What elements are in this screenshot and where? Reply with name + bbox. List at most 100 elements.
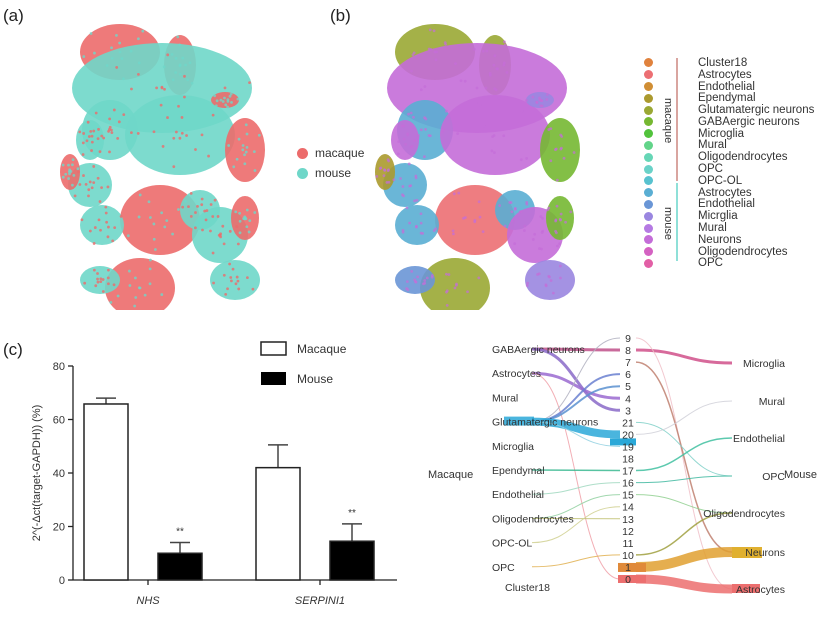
tsne-point xyxy=(555,244,559,248)
tsne-point xyxy=(236,279,240,283)
sankey-link xyxy=(635,361,733,553)
tsne-point xyxy=(447,273,451,276)
tsne-point xyxy=(488,73,492,77)
tsne-point xyxy=(414,225,418,229)
tsne-point xyxy=(419,88,423,92)
tsne-point xyxy=(562,156,566,160)
bar-macaque-serpini1 xyxy=(255,466,301,581)
tsne-point xyxy=(222,242,226,246)
sankey-left-node: Microglia xyxy=(492,441,534,453)
tsne-point xyxy=(253,169,257,172)
tsne-point xyxy=(245,208,249,212)
legend-item-macaque-mural: Mural xyxy=(644,139,814,152)
legend-dot xyxy=(644,164,653,174)
legend-label: GABAergic neurons xyxy=(698,115,800,128)
legend-dot xyxy=(644,247,653,257)
tsne-point xyxy=(555,204,559,208)
tsne-point xyxy=(241,144,245,147)
tsne-point xyxy=(526,281,529,285)
tsne-point xyxy=(176,35,180,39)
tsne-point xyxy=(128,284,132,287)
tsne-point xyxy=(177,104,180,108)
tsne-point xyxy=(419,221,423,225)
sankey-middle-node: 16 xyxy=(622,478,634,490)
tsne-point xyxy=(405,280,409,284)
sankey-link xyxy=(531,506,621,544)
legend-item-macaque-microglia: Microglia xyxy=(644,128,814,140)
tsne-point xyxy=(98,150,102,154)
tsne-point xyxy=(212,281,215,285)
legend-label: Cluster18 xyxy=(698,56,748,69)
legend-dot xyxy=(644,235,653,245)
tsne-point xyxy=(96,137,100,141)
tsne-point xyxy=(130,87,133,91)
tsne-point xyxy=(93,226,97,229)
tsne-point xyxy=(172,136,176,140)
y-axis-label: 2^(-Δct(target-GAPDH)) (%) xyxy=(31,405,43,542)
legend-item-macaque-gabaergic-neurons: GABAergic neurons xyxy=(644,116,814,128)
tsne-point xyxy=(525,200,529,204)
tsne-point xyxy=(177,208,180,211)
tsne-point xyxy=(551,291,555,295)
tsne-point xyxy=(410,269,414,273)
tsne-point xyxy=(406,288,410,292)
tsne-point xyxy=(544,284,548,288)
tsne-cluster xyxy=(210,260,260,300)
tsne-point xyxy=(419,212,423,216)
tsne-point xyxy=(224,103,228,107)
tsne-point xyxy=(407,112,410,116)
tsne-point xyxy=(107,282,110,286)
sankey-node-bar-0 xyxy=(618,575,646,583)
tsne-point xyxy=(109,300,113,304)
tsne-point xyxy=(194,148,197,151)
sankey-node-bar-glutamatergic xyxy=(504,416,534,426)
tsne-point xyxy=(243,153,246,157)
tsne-point xyxy=(445,290,448,294)
tsne-point xyxy=(226,287,229,291)
tsne-point xyxy=(89,32,93,35)
y-tick-label: 20 xyxy=(53,522,65,534)
tsne-point xyxy=(185,134,188,137)
tsne-point xyxy=(497,96,501,100)
tsne-point xyxy=(525,156,529,160)
sankey-node-bar-neurons xyxy=(732,547,762,558)
legend-item-macaque-ependymal: Ependymal xyxy=(644,92,814,104)
sankey-left-node: Mural xyxy=(492,392,518,404)
tsne-point xyxy=(87,188,91,192)
sankey-right-node: Neurons xyxy=(745,547,785,559)
tsne-cluster xyxy=(420,258,490,310)
tsne-point xyxy=(178,43,182,47)
tsne-point xyxy=(104,211,108,215)
sankey-middle-node: 17 xyxy=(622,466,634,478)
tsne-point xyxy=(531,238,535,241)
tsne-point xyxy=(241,148,245,152)
tsne-point xyxy=(171,232,174,236)
tsne-point xyxy=(428,28,432,32)
tsne-point xyxy=(76,170,80,174)
tsne-point xyxy=(410,69,413,73)
tsne-point xyxy=(441,128,445,132)
tsne-point xyxy=(540,99,544,103)
tsne-point xyxy=(547,128,551,131)
bar-macaque-nhs xyxy=(83,403,129,581)
sankey-right-node: Microglia xyxy=(743,358,785,370)
legend-dot xyxy=(644,176,653,186)
tsne-point xyxy=(106,235,110,239)
tsne-point xyxy=(152,222,156,226)
sankey-right-node: Astrocytes xyxy=(736,584,785,596)
tsne-point xyxy=(211,113,215,117)
tsne-point xyxy=(451,229,455,233)
tsne-point xyxy=(413,138,416,142)
legend-item-mouse-neurons: Neurons xyxy=(644,234,814,246)
legend-label: Mural xyxy=(698,139,727,152)
tsne-point xyxy=(494,88,498,92)
significance-label: ** xyxy=(348,508,356,519)
tsne-point xyxy=(481,230,485,234)
tsne-point xyxy=(463,79,467,83)
tsne-point xyxy=(201,228,204,232)
tsne-point xyxy=(422,155,426,159)
tsne-point xyxy=(251,287,255,291)
tsne-point xyxy=(149,258,152,262)
legend-item-mouse-opc: OPC xyxy=(644,257,814,269)
tsne-point xyxy=(209,203,213,206)
